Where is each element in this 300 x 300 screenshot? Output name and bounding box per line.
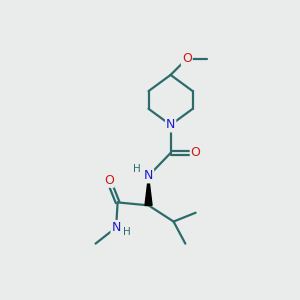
Text: H: H (124, 227, 131, 237)
Polygon shape (145, 176, 152, 206)
Text: N: N (144, 169, 153, 182)
Text: N: N (112, 221, 121, 234)
Text: O: O (191, 146, 201, 159)
Text: N: N (166, 118, 175, 131)
Text: O: O (182, 52, 192, 65)
Text: O: O (104, 174, 114, 187)
Text: H: H (134, 164, 141, 174)
